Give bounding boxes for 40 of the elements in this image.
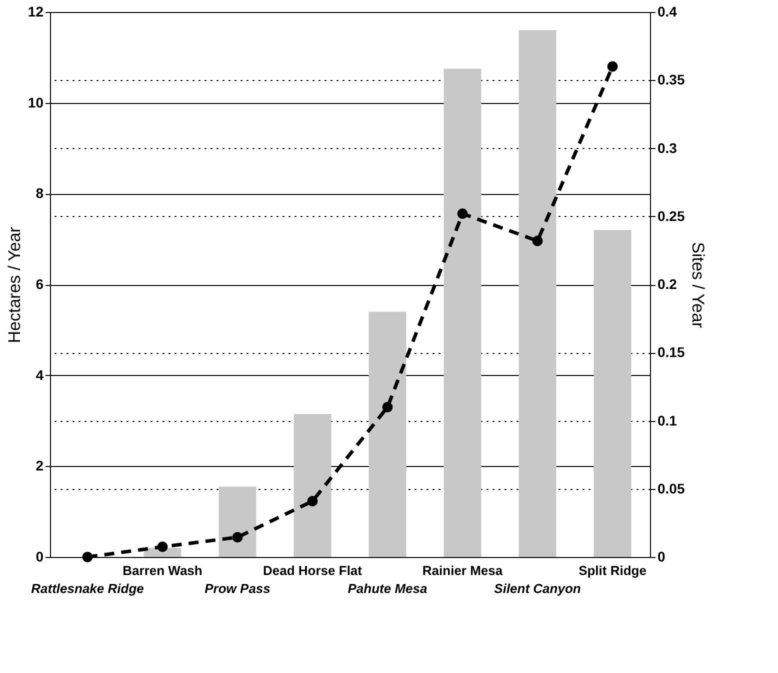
point xyxy=(607,61,618,72)
y-tick-label: 12 xyxy=(28,4,44,20)
x-tick-label: Silent Canyon xyxy=(494,581,581,596)
point xyxy=(157,542,168,552)
y2-tick-label: 0.1 xyxy=(658,412,678,428)
bar xyxy=(518,30,556,557)
x-tick-label: Split Ridge xyxy=(578,563,646,578)
y2-axis-title: Sites / Year xyxy=(688,242,708,328)
x-tick-label: Prow Pass xyxy=(204,581,270,596)
x-tick-label: Rainier Mesa xyxy=(422,563,504,578)
y-axis-title: Hectares / Year xyxy=(4,226,24,344)
x-tick-label: Dead Horse Flat xyxy=(263,563,363,578)
y2-tick-label: 0.35 xyxy=(658,72,685,88)
point xyxy=(532,236,543,246)
y2-tick-label: 0.05 xyxy=(658,480,685,496)
y2-tick-label: 0.2 xyxy=(658,276,678,292)
y-tick-label: 4 xyxy=(36,366,44,383)
bar xyxy=(218,486,256,557)
y2-tick-label: 0.4 xyxy=(658,4,678,20)
bar xyxy=(294,414,332,557)
point xyxy=(382,402,393,412)
y2-tick-label: 0.25 xyxy=(658,208,685,224)
y-tick-label: 6 xyxy=(36,276,44,292)
y2-tick-label: 0.15 xyxy=(658,344,685,360)
x-tick-label: Barren Wash xyxy=(122,563,202,578)
y-tick-label: 10 xyxy=(28,94,44,110)
x-tick-label: Pahute Mesa xyxy=(348,581,428,596)
x-tick-label: Rattlesnake Ridge xyxy=(31,581,144,596)
y-tick-label: 0 xyxy=(36,548,44,564)
point xyxy=(82,552,93,562)
y2-tick-label: 0 xyxy=(658,548,666,564)
y-tick-label: 2 xyxy=(36,458,44,474)
bar xyxy=(594,230,632,557)
point xyxy=(307,496,318,506)
y-tick-label: 8 xyxy=(36,185,44,202)
y2-tick-label: 0.3 xyxy=(658,140,678,156)
bar xyxy=(368,312,406,557)
point xyxy=(457,208,468,219)
point xyxy=(232,532,243,542)
bar xyxy=(444,68,482,557)
